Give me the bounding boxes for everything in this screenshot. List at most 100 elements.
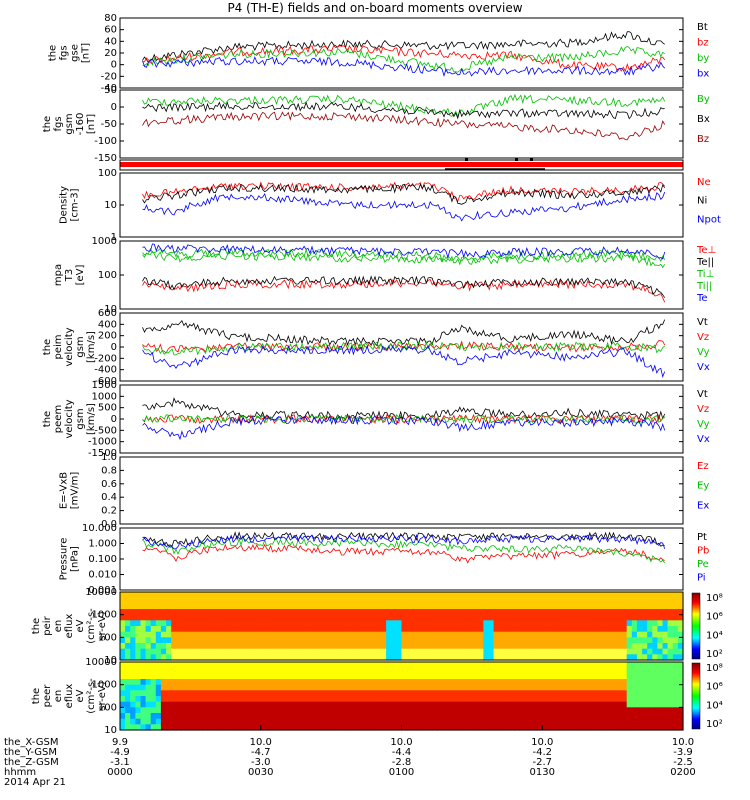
spectrogram-cell — [120, 648, 126, 655]
spectrogram-cell — [140, 667, 147, 674]
spectrogram-cell — [120, 597, 126, 604]
spectrogram-cell — [611, 620, 617, 627]
spectrogram-cell — [606, 662, 612, 669]
spectrogram-cell — [217, 690, 223, 697]
spectrogram-cell — [150, 643, 157, 650]
spectrogram-cell — [386, 707, 392, 714]
spectrogram-cell — [319, 667, 326, 674]
spectrogram-cell — [457, 626, 464, 633]
spectrogram-cell — [422, 648, 428, 655]
spectrogram-cell — [263, 667, 269, 674]
spectrogram-cell — [601, 679, 607, 686]
spectrogram-cell — [555, 609, 561, 616]
spectrogram-cell — [329, 654, 336, 661]
spectrogram-cell — [350, 707, 356, 714]
spectrogram-cell — [544, 592, 551, 599]
spectrogram-cell — [391, 718, 397, 725]
spectrogram-cell — [468, 609, 474, 616]
spectrogram-cell — [647, 643, 653, 650]
spectrogram-cell — [611, 631, 617, 638]
spectrogram-cell — [580, 648, 587, 655]
y-tick-label: -400 — [94, 365, 117, 376]
spectrogram-cell — [529, 654, 536, 661]
legend-label: bx — [697, 69, 709, 80]
spectrogram-cell — [468, 701, 474, 708]
spectrogram-cell — [585, 684, 592, 691]
spectrogram-cell — [401, 626, 408, 633]
spectrogram-cell — [120, 690, 126, 697]
spectrogram-cell — [145, 643, 152, 650]
spectrogram-cell — [391, 684, 397, 691]
spectrogram-cell — [288, 673, 295, 680]
spectrogram-cell — [365, 662, 372, 669]
spectrogram-cell — [616, 620, 623, 627]
spectrogram-cell — [677, 643, 684, 650]
spectrogram-cell — [442, 654, 449, 661]
spectrogram-cell — [340, 637, 346, 644]
spectrogram-cell — [560, 724, 566, 731]
spectrogram-cell — [232, 609, 239, 616]
spectrogram-cell — [606, 648, 612, 655]
spectrogram-cell — [217, 667, 223, 674]
spectrogram-cell — [212, 643, 218, 650]
spectrogram-cell — [207, 696, 213, 703]
spectrogram-cell — [186, 718, 193, 725]
spectrogram-cell — [493, 620, 500, 627]
spectrogram-cell — [662, 626, 669, 633]
spectrogram-cell — [160, 626, 167, 633]
spectrogram-cell — [360, 654, 367, 661]
spectrogram-cell — [493, 648, 500, 655]
spectrogram-cell — [493, 614, 500, 621]
spectrogram-cell — [191, 718, 198, 725]
spectrogram-cell — [473, 662, 479, 669]
spectrogram-cell — [447, 626, 454, 633]
spectrogram-cell — [350, 654, 356, 661]
y-axis-label: velocity — [64, 327, 75, 366]
spectrogram-cell — [355, 643, 362, 650]
spectrogram-cell — [227, 654, 234, 661]
spectrogram-cell — [657, 631, 664, 638]
spectrogram-cell — [427, 643, 433, 650]
spectrogram-cell — [437, 631, 443, 638]
spectrogram-cell — [324, 684, 331, 691]
spectrogram-cell — [232, 648, 239, 655]
spectrogram-cell — [207, 631, 213, 638]
spectrogram-cell — [575, 662, 582, 669]
spectrogram-cell — [580, 707, 587, 714]
spectrogram-cell — [590, 718, 597, 725]
spectrogram-cell — [304, 643, 310, 650]
spectrogram-cell — [570, 631, 577, 638]
spectrogram-cell — [391, 707, 397, 714]
spectrogram-cell — [560, 667, 566, 674]
spectrogram-cell — [437, 718, 443, 725]
spectrogram-cell — [386, 679, 392, 686]
spectrogram-cell — [125, 662, 131, 669]
spectrogram-cell — [283, 667, 290, 674]
spectrogram-cell — [555, 707, 561, 714]
spectrogram-cell — [636, 696, 643, 703]
spectrogram-cell — [329, 713, 336, 720]
spectrogram-cell — [319, 724, 326, 731]
spectrogram-cell — [483, 637, 490, 644]
spectrogram-cell — [314, 690, 321, 697]
spectrogram-cell — [437, 662, 443, 669]
spectrogram-cell — [288, 718, 295, 725]
spectrogram-cell — [534, 707, 541, 714]
spectrogram-cell — [191, 701, 198, 708]
spectrogram-cell — [447, 718, 454, 725]
spectrogram-cell — [570, 684, 577, 691]
spectrogram-cell — [590, 724, 597, 731]
date-label: 2014 Apr 21 — [4, 777, 66, 788]
spectrogram-cell — [422, 592, 428, 599]
spectrogram-cell — [304, 718, 310, 725]
spectrogram-cell — [657, 696, 664, 703]
spectrogram-cell — [452, 701, 459, 708]
spectrogram-cell — [237, 707, 244, 714]
spectrogram-cell — [611, 718, 617, 725]
spectrogram-cell — [186, 648, 193, 655]
spectrogram-cell — [207, 609, 213, 616]
spectrogram-cell — [667, 637, 674, 644]
spectrogram-cell — [626, 620, 633, 627]
spectrogram-cell — [677, 631, 684, 638]
spectrogram-cell — [437, 620, 443, 627]
